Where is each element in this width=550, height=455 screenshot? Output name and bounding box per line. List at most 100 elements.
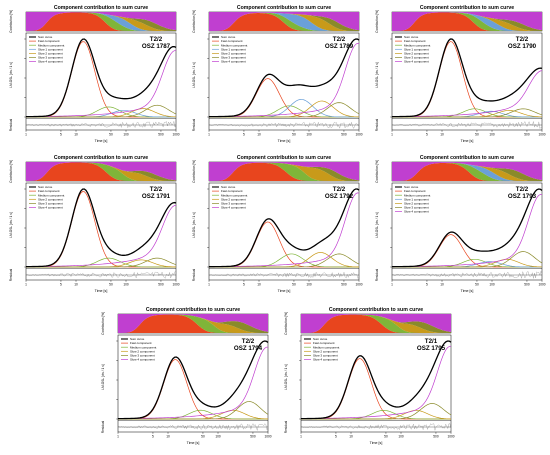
x-tick-label: 100 [123,133,129,137]
sample-label: T2/2 [333,186,346,193]
x-tick-label: 500 [341,283,347,287]
legend-label: Sum curve [404,185,419,189]
sum-curve [300,340,452,420]
chart-panel-2: Component contribution to sum curve Contr… [192,5,363,143]
x-tick-label: 1000 [172,283,179,287]
x-tick-label: 1 [117,435,119,439]
sample-id-label: OSZ 1787 [142,43,171,50]
x-tick-label: 10 [166,435,170,439]
x-tick-label: 500 [433,435,439,439]
contribution-band-medium [209,162,359,181]
main-plot-frame [25,182,177,281]
x-tick-label: 50 [475,283,479,287]
contribution-band-slow4 [118,314,268,333]
component-curve-slow3 [301,403,452,420]
legend-label: Fast component [313,341,335,345]
contribution-axis-label: Contribution [%] [192,160,196,183]
legend-label: Slow 3 component [313,354,338,358]
x-tick-label: 1000 [355,283,362,287]
legend-label: Slow 2 component [130,349,155,353]
legend-label: Slow 4 component [313,358,338,362]
contribution-band-slow3 [209,162,359,181]
legend-label: Slow 2 component [404,52,429,56]
contribution-band-slow2 [209,12,359,32]
contribution-band-slow4 [26,162,176,181]
sample-label: T2/2 [150,36,163,43]
legend-label: Slow 4 component [404,210,429,214]
x-tick-label: 500 [250,435,256,439]
contribution-axis-label: Contribution [%] [9,10,13,33]
x-tick-label: 1000 [355,133,362,137]
time-axis-label: Time [s] [461,139,474,143]
contribution-band-slow4 [301,314,451,333]
legend-label: Slow 3 component [221,56,246,60]
legend-label: Slow 3 component [38,202,63,206]
main-plot-frame [391,32,543,131]
chart-panel-1: Component contribution to sum curve Contr… [9,5,180,143]
sample-id-label: OSZ 1793 [508,193,537,200]
legend-label: Slow 3 component [404,206,429,210]
x-tick-label: 100 [489,283,495,287]
legend-label: Sum curve [313,337,328,341]
legend-label: Sum curve [130,337,145,341]
residual-trace [391,270,543,279]
sum-curve [391,188,543,268]
legend-label: Medium component [38,43,65,47]
contribution-band-slow4 [209,162,359,181]
time-axis-label: Time [s] [95,289,108,293]
contribution-band-slow4 [392,162,542,181]
x-tick-label: 500 [524,283,530,287]
sum-curve [208,38,360,118]
legend-label: Slow 4 component [130,358,155,362]
x-tick-label: 10 [74,283,78,287]
chart-panel-7: Component contribution to sum curve Contr… [101,307,272,445]
chart-panel-4: Component contribution to sum curve Contr… [9,155,180,293]
legend-label: Sum curve [221,35,236,39]
contribution-band-slow2 [301,314,451,333]
sample-id-label: OSZ 1791 [142,193,171,200]
contribution-axis-label: Contribution [%] [192,10,196,33]
chart-title: Component contribution to sum curve [420,5,514,11]
contribution-band-slow3 [392,12,542,31]
residual-trace [208,271,360,279]
legend-label: Slow 4 component [221,206,246,210]
sample-id-label: OSZ 1792 [325,193,354,200]
x-tick-label: 50 [201,435,205,439]
legend-label: Medium component [313,345,340,349]
contribution-band-fast [209,13,359,31]
component-curve-slow3 [26,104,177,118]
sum-curve [391,38,543,118]
x-tick-label: 100 [489,133,495,137]
x-tick-label: 1 [208,133,210,137]
chart-title: Component contribution to sum curve [54,5,148,11]
legend-label: Slow 4 component [38,60,63,64]
residual-axis-label: Residual [192,269,196,282]
legend-label: Fast component [38,189,60,193]
contribution-band-slow4 [209,12,359,31]
x-tick-label: 10 [440,283,444,287]
x-tick-label: 1 [25,283,27,287]
component-curve-fast [118,359,268,420]
x-tick-label: 5 [60,133,62,137]
residual-trace [208,121,360,129]
component-curve-fast [392,234,542,268]
legend-label: Slow 1 component [38,47,63,51]
lm-osl-axis-label: LM-OSL [cts / 1 s] [375,62,379,88]
legend-label: Slow 3 component [221,202,246,206]
x-tick-label: 50 [292,283,296,287]
sum-curve [25,38,177,118]
residual-axis-label: Residual [9,269,13,282]
main-plot-frame [391,182,543,281]
component-curve-slow4 [391,70,543,118]
x-tick-label: 5 [426,283,428,287]
x-tick-label: 1000 [538,283,545,287]
lm-osl-axis-label: LM-OSL [cts / 1 s] [9,212,13,238]
component-curve-slow4 [25,50,177,118]
contribution-band-slow2 [392,162,542,181]
component-curve-slow3 [26,257,177,268]
legend-label: Slow 4 component [221,60,246,64]
residual-axis-label: Residual [375,269,379,282]
legend-label: Medium component [404,43,431,47]
x-tick-label: 1000 [172,133,179,137]
residual-axis-label: Residual [9,119,13,132]
